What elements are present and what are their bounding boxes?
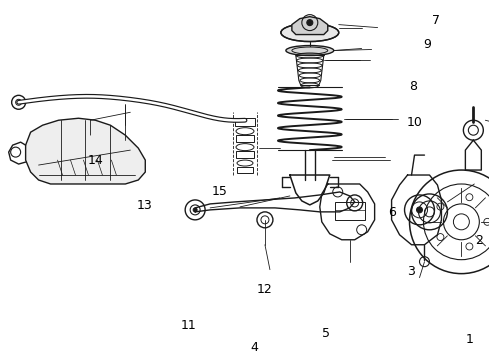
Text: 4: 4 — [251, 341, 259, 354]
Circle shape — [193, 208, 197, 212]
Text: 8: 8 — [410, 80, 417, 93]
Text: 7: 7 — [432, 14, 440, 27]
Text: 5: 5 — [321, 327, 330, 340]
Text: 6: 6 — [388, 206, 395, 219]
Text: 3: 3 — [407, 265, 415, 278]
Text: 15: 15 — [212, 185, 227, 198]
Text: 9: 9 — [423, 38, 431, 51]
Ellipse shape — [281, 24, 339, 41]
Bar — [235, 118, 255, 126]
Text: 13: 13 — [137, 199, 153, 212]
Text: 14: 14 — [88, 154, 104, 167]
Polygon shape — [292, 17, 328, 35]
Bar — [236, 135, 254, 142]
Bar — [237, 167, 253, 173]
Text: 1: 1 — [466, 333, 474, 346]
Text: 10: 10 — [407, 116, 423, 129]
Text: 12: 12 — [257, 283, 272, 296]
Polygon shape — [25, 118, 145, 184]
Bar — [335, 202, 365, 220]
Text: 11: 11 — [181, 319, 196, 332]
Circle shape — [307, 20, 313, 26]
Text: 2: 2 — [476, 234, 484, 247]
Circle shape — [416, 207, 422, 213]
Bar — [236, 151, 254, 158]
Ellipse shape — [286, 45, 334, 55]
